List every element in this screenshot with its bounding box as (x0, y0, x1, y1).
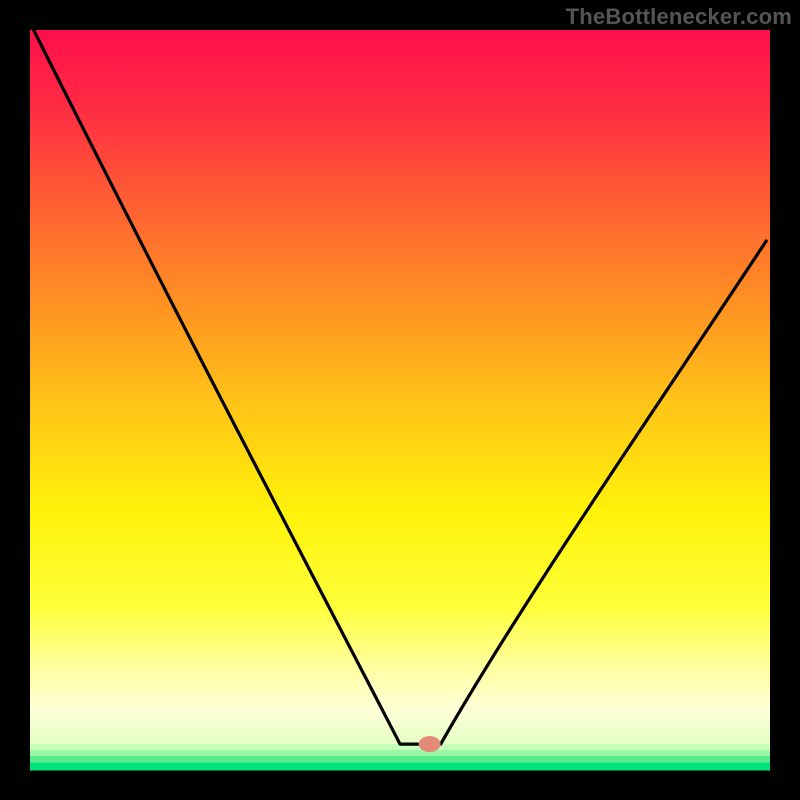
bottleneck-chart (0, 0, 800, 800)
watermark-text: TheBottlenecker.com (566, 4, 792, 30)
optimal-point-marker (419, 736, 441, 752)
